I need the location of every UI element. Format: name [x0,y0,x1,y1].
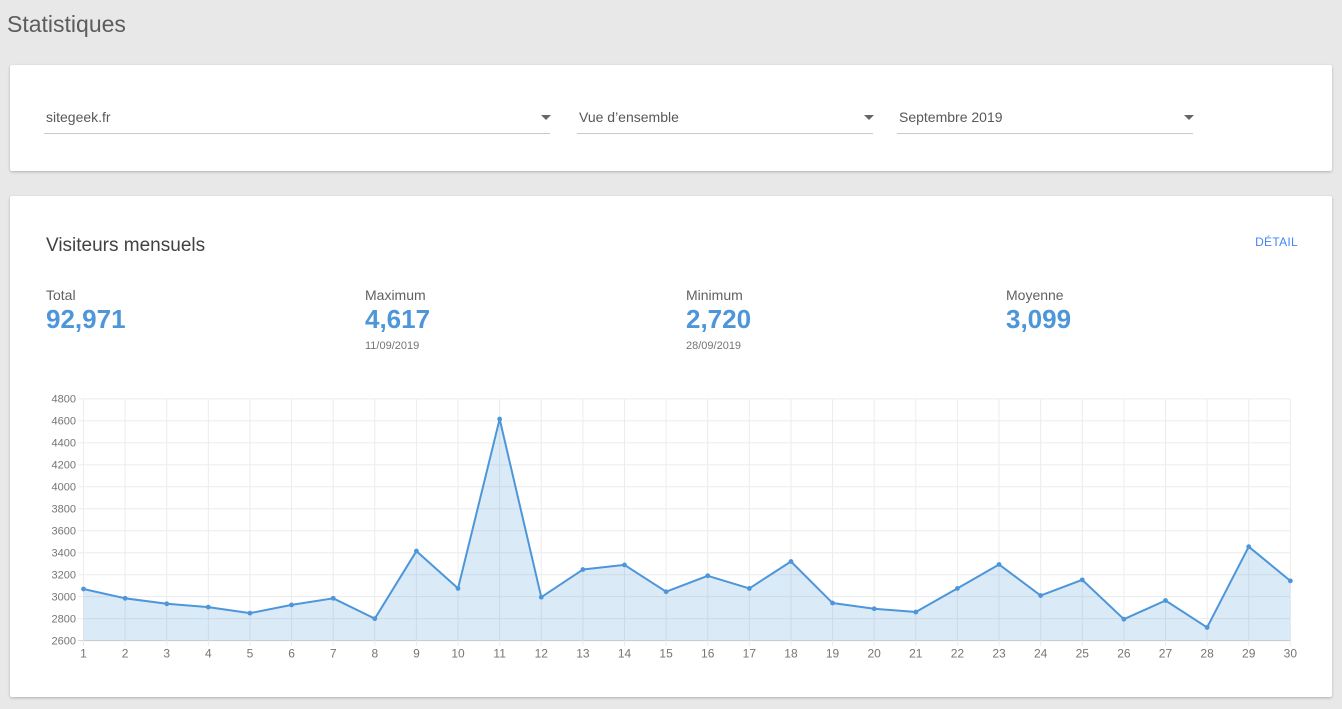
svg-text:4: 4 [205,647,212,661]
svg-text:20: 20 [868,647,882,661]
svg-text:23: 23 [992,647,1006,661]
svg-text:24: 24 [1034,647,1048,661]
svg-text:10: 10 [451,647,465,661]
svg-text:28: 28 [1200,647,1214,661]
svg-text:3000: 3000 [52,591,76,603]
svg-text:11: 11 [493,647,506,661]
svg-text:5: 5 [247,647,254,661]
svg-text:6: 6 [288,647,295,661]
svg-text:4200: 4200 [52,460,76,472]
svg-text:3400: 3400 [52,547,76,559]
svg-text:22: 22 [951,647,965,661]
svg-text:16: 16 [701,647,715,661]
svg-text:4000: 4000 [52,482,76,494]
svg-text:4800: 4800 [52,394,76,406]
svg-text:13: 13 [576,647,590,661]
svg-text:4400: 4400 [52,438,76,450]
svg-text:18: 18 [784,647,798,661]
svg-text:3200: 3200 [52,569,76,581]
svg-text:30: 30 [1284,647,1298,661]
svg-text:19: 19 [826,647,840,661]
svg-text:1: 1 [80,647,87,661]
svg-text:2800: 2800 [52,613,76,625]
svg-text:12: 12 [535,647,549,661]
svg-text:25: 25 [1076,647,1090,661]
svg-text:27: 27 [1159,647,1173,661]
svg-text:15: 15 [659,647,673,661]
svg-text:7: 7 [330,647,337,661]
svg-text:2600: 2600 [52,635,76,647]
svg-text:8: 8 [371,647,378,661]
svg-text:29: 29 [1242,647,1256,661]
svg-text:9: 9 [413,647,420,661]
svg-text:17: 17 [743,647,757,661]
svg-text:21: 21 [909,647,923,661]
svg-text:4600: 4600 [52,416,76,428]
svg-text:14: 14 [618,647,632,661]
svg-text:3600: 3600 [52,525,76,537]
svg-text:3800: 3800 [52,503,76,515]
svg-text:2: 2 [122,647,129,661]
svg-text:3: 3 [163,647,170,661]
svg-text:26: 26 [1117,647,1131,661]
